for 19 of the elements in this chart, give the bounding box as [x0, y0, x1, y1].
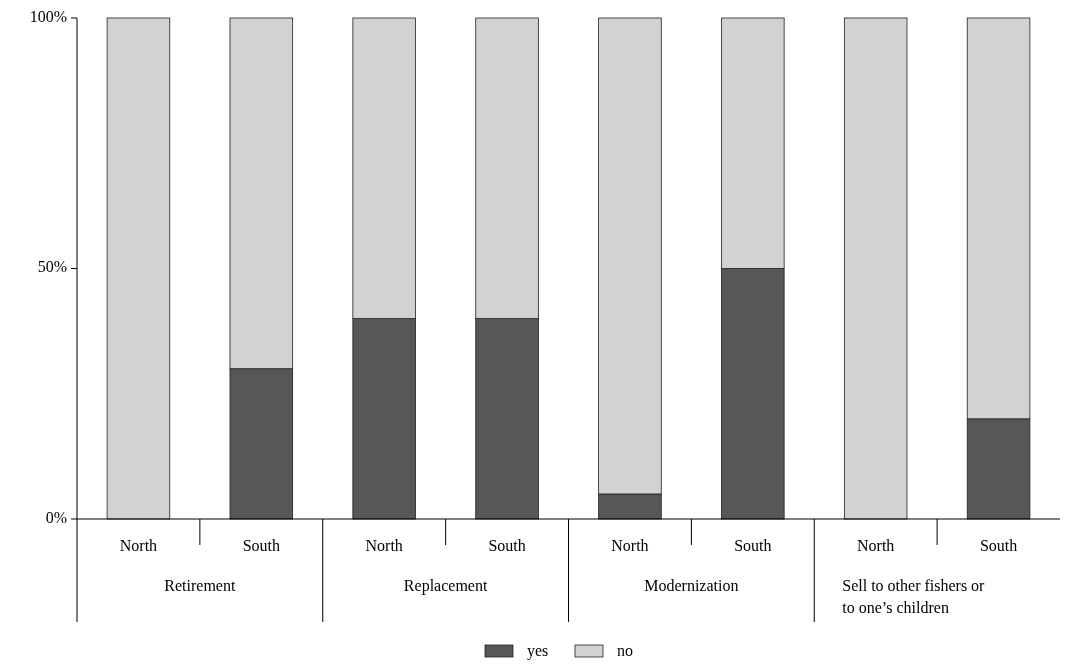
x-tick-label: North — [857, 537, 895, 554]
y-tick-label: 50% — [37, 258, 67, 276]
text: Sell to other fishers or to one’s children — [842, 577, 986, 616]
y-tick-label: 0% — [45, 508, 67, 526]
bar — [843, 17, 908, 520]
text: Replacement — [403, 577, 488, 595]
x-tick-label: South — [734, 537, 772, 554]
text: Modernization — [644, 577, 739, 594]
x-tick-label: North — [119, 537, 158, 554]
legend-label: yes — [527, 641, 549, 660]
x-tick-label: South — [242, 537, 280, 554]
x-tick-label: North — [365, 537, 403, 554]
x-tick-label: South — [979, 537, 1018, 554]
x-tick-label: South — [488, 537, 526, 554]
y-tick-label: 100% — [29, 7, 67, 25]
text: Retirement — [164, 577, 236, 594]
bar — [106, 17, 171, 520]
x-tick-label: North — [611, 537, 649, 554]
legend-label: no — [617, 641, 633, 659]
